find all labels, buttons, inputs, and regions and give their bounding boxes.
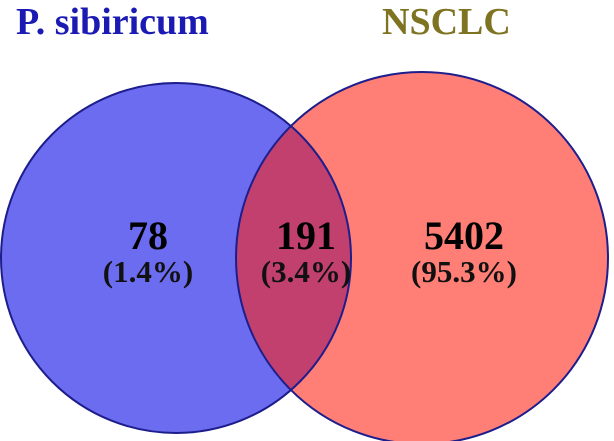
right-only-count: 5402 — [424, 213, 504, 258]
set-outline-left — [0, 82, 352, 434]
left-only-count: 78 — [128, 213, 168, 258]
set-title-right: NSCLC — [382, 1, 511, 43]
left-only-percent: (1.4%) — [103, 254, 193, 289]
set-title-left: P. sibiricum — [16, 1, 209, 43]
set-circle-right — [236, 72, 608, 441]
right-only-percent: (95.3%) — [411, 254, 517, 289]
intersection-count: 191 — [276, 213, 336, 258]
set-outline-right — [235, 71, 609, 441]
intersection-percent: (3.4%) — [261, 254, 351, 289]
